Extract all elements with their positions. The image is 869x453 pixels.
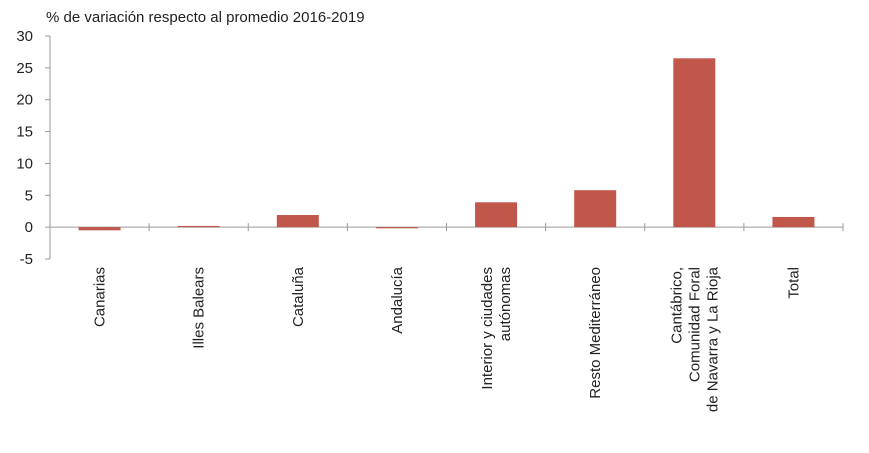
category-label-line: Cantábrico,	[668, 267, 685, 344]
category-label-line: Interior y ciudades	[479, 267, 496, 390]
bar	[772, 216, 815, 228]
y-tick-label: -5	[20, 251, 33, 268]
y-tick-label: 30	[16, 28, 33, 45]
y-tick-label: 20	[16, 92, 33, 109]
category-label-line: de Navarra y La Rioja	[704, 266, 721, 412]
category-label: Interior y ciudades autónomas	[479, 267, 514, 390]
category-label: Total	[785, 267, 802, 299]
bar	[78, 227, 121, 231]
category-label-line: Comunidad Foral	[686, 267, 703, 382]
category-label-line: Illes Balears	[191, 267, 208, 349]
bar	[673, 58, 716, 228]
bar	[475, 202, 518, 228]
x-axis	[49, 223, 844, 232]
bars	[78, 58, 815, 231]
bar	[574, 190, 617, 228]
category-label: Illes Balears	[191, 267, 208, 349]
y-tick-label: 10	[16, 155, 33, 172]
category-labels: Canarias Illes Balears Cataluña Andalucía In…	[92, 266, 803, 412]
category-label: Cataluña	[290, 266, 307, 327]
category-label: Andalucía	[389, 266, 406, 333]
chart-subtitle: % de variación respecto al promedio 2016…	[46, 9, 365, 26]
y-tick-label: 0	[25, 219, 33, 236]
y-tick-label: 15	[16, 124, 33, 141]
bar	[177, 225, 220, 228]
category-label-line: autónomas	[497, 267, 514, 341]
category-label-line: Andalucía	[389, 266, 406, 333]
y-tick-label: 5	[25, 187, 33, 204]
y-axis: -5 0 5 10 15 20 25 30	[16, 28, 51, 268]
category-label-line: Cataluña	[290, 266, 307, 327]
category-label-line: Resto Mediterráneo	[587, 267, 604, 399]
bar	[375, 227, 418, 229]
category-label: Canarias	[92, 267, 109, 327]
category-label-line: Canarias	[92, 267, 109, 327]
y-tick-label: 25	[16, 60, 33, 77]
category-label-line: Total	[785, 267, 802, 299]
bar	[276, 215, 319, 228]
category-label: Resto Mediterráneo	[587, 267, 604, 399]
category-label: Cantábrico, Comunidad Foral de Navarra y L…	[668, 266, 721, 412]
